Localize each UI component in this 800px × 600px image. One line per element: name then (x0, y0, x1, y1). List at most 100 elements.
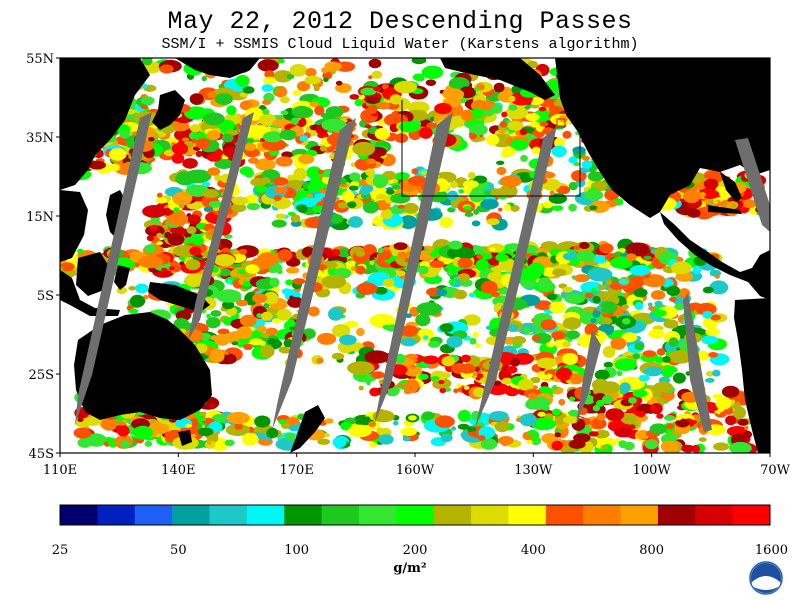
cloud-water-patch (224, 439, 235, 446)
cloud-water-patch (218, 268, 232, 277)
cloud-water-patch (318, 169, 324, 175)
cloud-water-patch (412, 73, 425, 81)
colorbar-swatch (134, 505, 173, 525)
cloud-water-patch (260, 311, 273, 321)
cloud-water-patch (203, 206, 213, 212)
cloud-water-patch (486, 218, 500, 226)
cloud-water-patch (425, 79, 437, 86)
cloud-water-patch (643, 255, 652, 261)
cloud-water-patch (674, 303, 685, 311)
cloud-water-patch (226, 279, 232, 285)
cloud-water-patch (497, 436, 514, 445)
cloud-water-patch (264, 70, 275, 79)
land-sulawesi (114, 265, 130, 290)
cloud-water-patch (583, 189, 604, 201)
colorbar-units: g/m² (393, 561, 427, 576)
cloud-water-patch (55, 259, 60, 263)
cloud-water-patch (595, 399, 605, 407)
cloud-water-patch (222, 300, 235, 310)
colorbar-swatch (358, 505, 397, 525)
cloud-water-patch (593, 429, 610, 439)
cloud-water-patch (480, 253, 493, 260)
cloud-water-patch (366, 158, 376, 165)
cloud-water-patch (190, 124, 201, 133)
cloud-water-patch (143, 295, 149, 300)
cloud-water-patch (683, 189, 701, 204)
cloud-water-patch (329, 214, 344, 224)
cloud-water-patch (108, 148, 127, 161)
cloud-water-patch (271, 219, 287, 228)
cloud-water-patch (355, 250, 366, 257)
cloud-water-patch (159, 64, 174, 74)
cloud-water-patch (290, 214, 301, 223)
cloud-water-patch (166, 213, 189, 226)
colorbar-swatch (433, 505, 472, 525)
cloud-water-patch (397, 251, 408, 259)
cloud-water-patch (352, 141, 376, 156)
cloud-water-patch (638, 374, 650, 382)
cloud-water-patch (571, 170, 587, 182)
cloud-water-patch (279, 96, 290, 104)
cloud-water-patch (597, 284, 607, 291)
cloud-water-patch (721, 385, 740, 398)
cloud-water-patch (304, 75, 321, 85)
cloud-water-patch (459, 363, 476, 374)
cloud-water-patch (110, 163, 120, 172)
cloud-water-patch (498, 128, 506, 134)
cloud-water-patch (328, 307, 344, 321)
cloud-water-patch (216, 289, 242, 303)
cloud-water-patch (619, 324, 628, 330)
cloud-water-patch (212, 414, 226, 423)
cloud-water-patch (323, 77, 329, 82)
cloud-water-patch (382, 83, 389, 90)
land-east-asia (60, 58, 150, 190)
cloud-water-patch (453, 289, 468, 300)
cloud-water-patch (564, 293, 585, 304)
cloud-water-patch (726, 426, 748, 437)
lon-tick-label: 70W (760, 463, 791, 478)
cloud-water-patch (187, 214, 201, 225)
lat-tick-label: 15N (26, 210, 54, 225)
cloud-water-patch (710, 314, 722, 321)
cloud-water-patch (331, 248, 341, 257)
cloud-water-patch (539, 121, 549, 127)
cloud-water-patch (422, 355, 439, 365)
cloud-water-patch (324, 418, 334, 424)
cloud-water-patch (584, 323, 598, 337)
cloud-water-patch (552, 384, 558, 391)
cloud-water-patch (732, 406, 746, 420)
cloud-water-patch (189, 93, 204, 105)
cloud-water-patch (267, 339, 275, 345)
cloud-water-patch (283, 339, 293, 348)
cloud-water-patch (568, 203, 577, 212)
cloud-water-patch (392, 184, 402, 190)
cloud-water-patch (358, 385, 364, 391)
cloud-water-patch (543, 272, 552, 277)
cloud-water-patch (576, 250, 595, 262)
cloud-water-patch (173, 318, 190, 331)
cloud-water-patch (368, 58, 382, 69)
cloud-water-patch (120, 440, 130, 449)
cloud-water-patch (321, 274, 347, 289)
cloud-water-patch (496, 160, 505, 165)
cloud-water-patch (257, 59, 279, 72)
cloud-water-patch (603, 361, 614, 368)
colorbar-swatch (284, 505, 323, 525)
cloud-water-patch (240, 314, 257, 327)
cloud-water-patch (263, 291, 279, 305)
cloud-water-patch (499, 120, 508, 128)
cloud-water-patch (620, 412, 638, 425)
cloud-water-patch (287, 211, 296, 216)
cloud-water-patch (206, 153, 222, 162)
cloud-water-patch (705, 377, 715, 383)
cloud-water-patch (324, 61, 342, 72)
cloud-water-patch (256, 325, 267, 333)
cloud-water-patch (214, 159, 234, 169)
cloud-water-patch (365, 96, 381, 104)
cloud-water-patch (417, 265, 429, 275)
cloud-water-patch (495, 253, 509, 262)
cloud-water-patch (621, 304, 629, 310)
cloud-water-patch (344, 320, 359, 328)
cloud-water-patch (246, 202, 260, 211)
cloud-water-patch (510, 358, 521, 367)
